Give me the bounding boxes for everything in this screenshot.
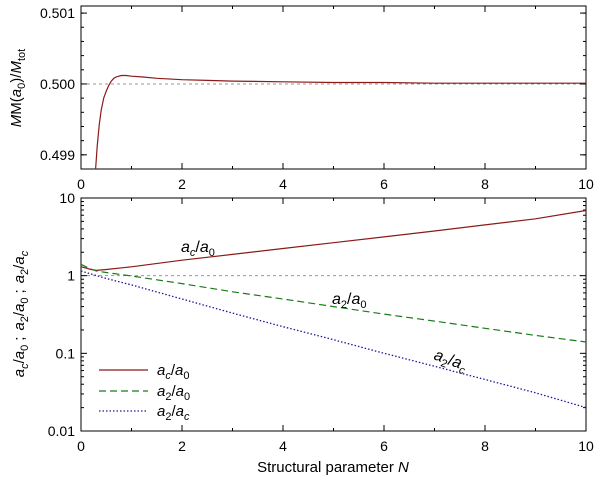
x-tick-label: 2 — [178, 438, 186, 454]
y-tick-label: 0.501 — [40, 5, 75, 21]
top-ylabel-m: M — [8, 114, 25, 127]
bottom-ticks: 0 2 4 6 8 10 0.01 0.1 1 10 — [48, 190, 594, 454]
y-tick-label: 0.500 — [40, 76, 75, 92]
bottom-x-axis-label: Structural parameter N — [257, 459, 409, 476]
bottom-plot-frame — [80, 197, 587, 432]
legend-label-ac-a0: ac/a0 — [157, 362, 189, 382]
x-tick-label: 10 — [578, 176, 594, 192]
top-ylabel-subtot: tot — [16, 49, 28, 61]
x-tick-label: 6 — [380, 176, 388, 192]
x-tick-label: 10 — [578, 438, 594, 454]
svg-text:ac/a0;a2/a0;a2/ac: ac/a0;a2/a0;a2/ac — [11, 250, 31, 377]
series-line-m-a-0-m-tot — [95, 74, 586, 170]
top-ylabel-sub0: 0 — [16, 83, 28, 89]
top-y-axis-label: MM(a0)/Mtot — [8, 49, 28, 127]
annotation-a2-a0: a2/a0 — [332, 291, 367, 311]
y-tick-label: 1 — [67, 268, 75, 284]
x-tick-label: 6 — [380, 438, 388, 454]
top-ylabel-mtot: M — [8, 61, 25, 74]
annotation-a2-ac: a2/ac — [431, 347, 470, 378]
bottom-series-group — [80, 209, 587, 409]
y-tick-label: 0.1 — [56, 345, 76, 361]
legend: ac/a0 a2/a0 a2/ac — [99, 362, 190, 423]
bottom-panel: 0 2 4 6 8 10 0.01 0.1 1 10 ac/a0 a2/a0 a2/ac ac/a… — [11, 190, 594, 476]
legend-label-a2-ac: a2/ac — [157, 403, 190, 423]
x-tick-label: 8 — [481, 438, 489, 454]
x-tick-label: 8 — [481, 176, 489, 192]
y-tick-label: 0.01 — [48, 423, 75, 439]
x-tick-label: 4 — [279, 438, 287, 454]
series-line-a-2-a-c — [80, 270, 587, 409]
top-series-group — [95, 74, 586, 170]
top-ylabel-paren: M( — [8, 97, 25, 115]
x-tick-label: 0 — [77, 176, 85, 192]
bottom-y-axis-label: ac/a0;a2/a0;a2/ac — [11, 250, 31, 377]
legend-label-a2-a0: a2/a0 — [157, 383, 190, 403]
top-ticks: 0 2 4 6 8 10 0.499 0.500 0.501 — [40, 5, 594, 192]
top-plot-frame — [80, 5, 587, 170]
series-line-a-2-a-0 — [80, 263, 587, 343]
top-ylabel-a: a — [8, 89, 25, 97]
y-tick-label: 0.499 — [40, 147, 75, 163]
annotation-ac-a0: ac/a0 — [181, 239, 215, 259]
x-tick-label: 2 — [178, 176, 186, 192]
x-tick-label: 0 — [77, 438, 85, 454]
x-tick-label: 4 — [279, 176, 287, 192]
top-ylabel-close: )/ — [8, 73, 25, 83]
y-tick-label: 10 — [59, 190, 75, 206]
svg-text:MM(a0)/Mtot: MM(a0)/Mtot — [8, 49, 28, 127]
bottom-annotations: ac/a0 a2/a0 a2/ac — [181, 239, 470, 378]
